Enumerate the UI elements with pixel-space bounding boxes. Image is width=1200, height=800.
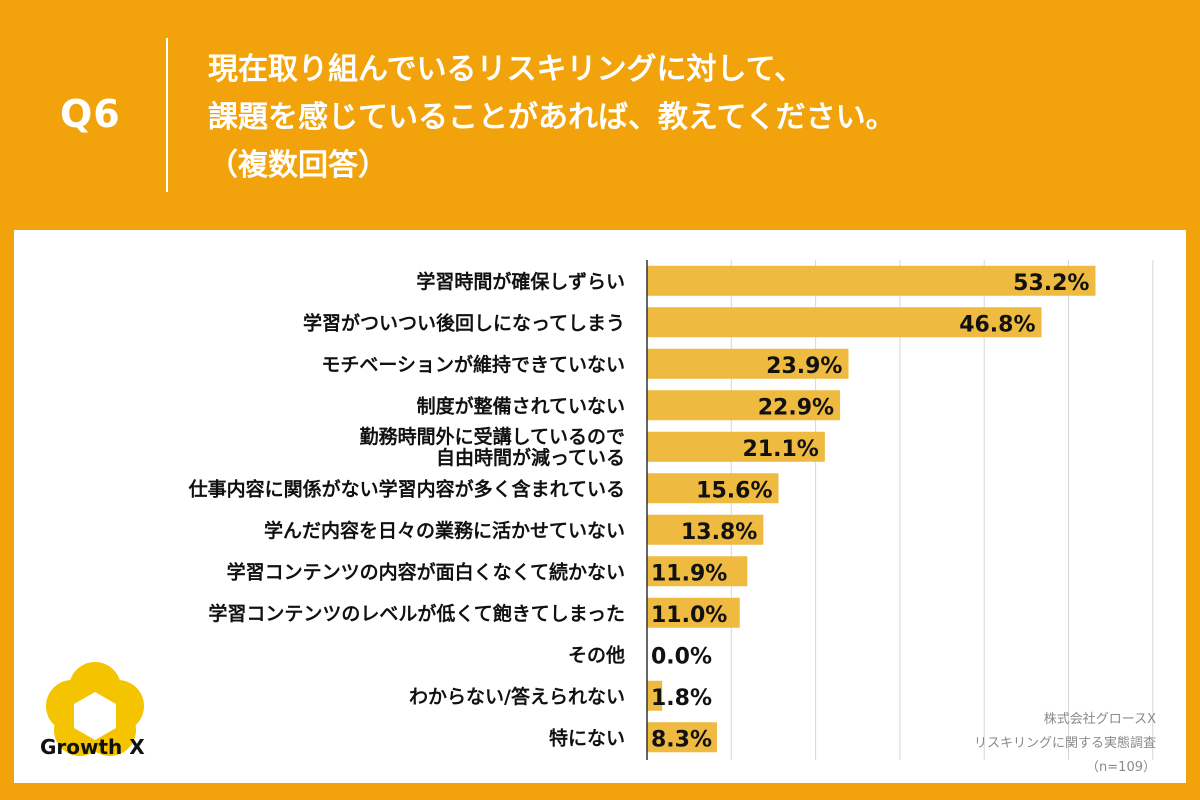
question-number: Q6: [60, 92, 121, 136]
bar: [647, 348, 849, 379]
bar: [647, 597, 740, 628]
source-note: 株式会社グロースX リスキリングに関する実態調査 （n=109）: [974, 708, 1156, 780]
category-label: 特にない: [549, 727, 625, 749]
data-label: 0.0%: [651, 644, 712, 669]
bar: [647, 265, 1096, 296]
bar-chart: 53.2% 学習時間が確保しずらい 46.8% 学習がついつい後回しになってしまう 23…: [188, 260, 1154, 760]
data-label: 11.9%: [651, 561, 727, 586]
category-label-line: 自由時間が減っている: [436, 446, 625, 469]
category-label: 勤務時間外に受講しているので自由時間が減っている: [360, 425, 625, 469]
data-label: 46.8%: [959, 312, 1035, 337]
data-label: 11.0%: [651, 603, 727, 628]
question-line-2: 課題を感じていることがあれば、教えてください。: [208, 100, 896, 135]
header: Q6 現在取り組んでいるリスキリングに対して、 課題を感じていることがあれば、教…: [0, 0, 1200, 228]
category-label: その他: [568, 643, 625, 666]
question-line-1: 現在取り組んでいるリスキリングに対して、: [208, 52, 805, 87]
category-label: 仕事内容に関係がない学習内容が多く含まれている: [188, 477, 625, 500]
category-label: わからない/答えられない: [409, 685, 625, 708]
growthx-logo-icon: [46, 662, 144, 756]
source-line-3: （n=109）: [1086, 760, 1156, 775]
bar: [647, 390, 841, 421]
data-label: 21.1%: [743, 437, 819, 462]
category-label: 学習時間が確保しずらい: [416, 270, 625, 293]
category-label: 学習コンテンツのレベルが低くて飽きてしまった: [208, 602, 625, 625]
question-line-3: （複数回答）: [208, 148, 388, 183]
bar: [647, 307, 1042, 338]
bar: [647, 431, 825, 462]
bar: [647, 556, 748, 587]
logo-text: Growth X: [40, 735, 145, 759]
data-label: 23.9%: [766, 354, 842, 379]
data-label: 13.8%: [681, 520, 757, 545]
bar: [647, 514, 764, 545]
category-label-line: 勤務時間外に受講しているので: [360, 425, 625, 448]
category-label: 学んだ内容を日々の業務に活かせていない: [264, 519, 625, 542]
source-line-2: リスキリングに関する実態調査: [973, 736, 1156, 751]
category-label: 制度が整備されていない: [417, 394, 625, 417]
category-label: 学習がついつい後回しになってしまう: [303, 311, 625, 334]
data-label: 53.2%: [1013, 271, 1089, 296]
data-label: 22.9%: [758, 395, 834, 420]
source-line-1: 株式会社グロースX: [1043, 712, 1156, 727]
bar: [647, 473, 779, 504]
question-text: 現在取り組んでいるリスキリングに対して、 課題を感じていることがあれば、教えてく…: [208, 46, 896, 190]
bar: [647, 680, 663, 711]
header-divider: [166, 38, 168, 192]
data-label: 1.8%: [651, 686, 712, 711]
category-label: 学習コンテンツの内容が面白くなくて続かない: [227, 560, 625, 583]
bar: [647, 722, 717, 753]
data-label: 15.6%: [696, 478, 772, 503]
category-label: モチベーションが維持できていない: [321, 353, 625, 376]
data-label: 8.3%: [651, 727, 712, 752]
chart-panel: 53.2% 学習時間が確保しずらい 46.8% 学習がついつい後回しになってしまう 23…: [14, 230, 1186, 783]
